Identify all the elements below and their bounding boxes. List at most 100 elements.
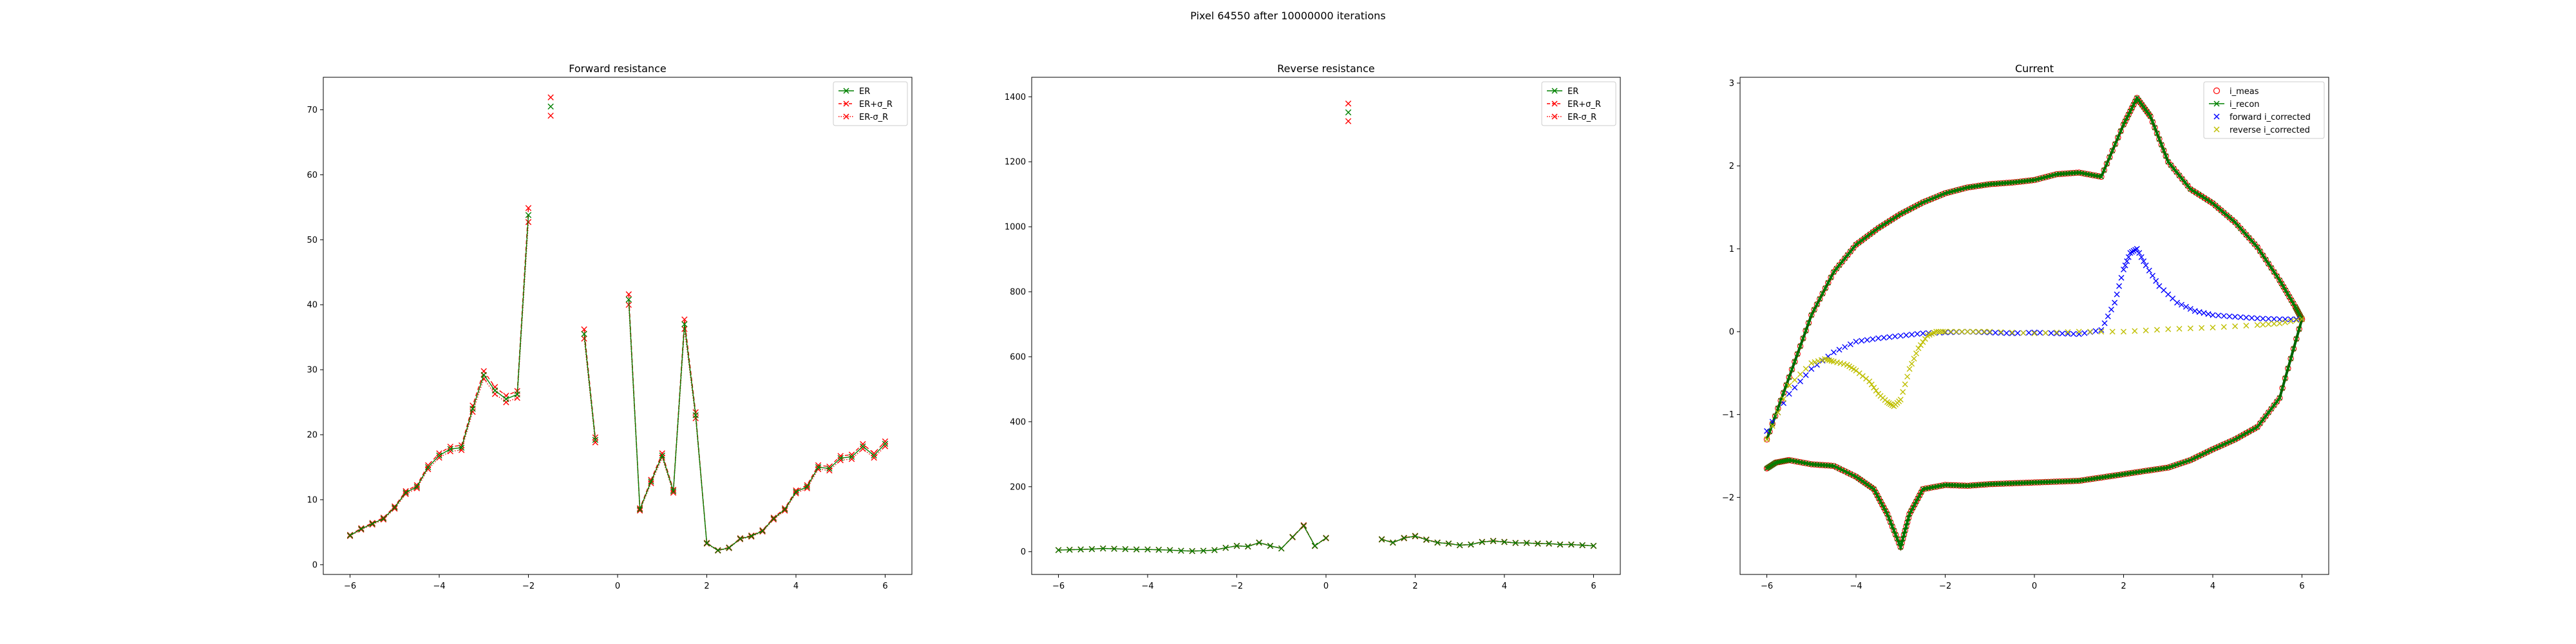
point-forward-i-corrected [2287,316,2294,323]
point-er [1423,536,1430,543]
point-i-recon [1808,312,1814,318]
point-er [1300,522,1307,529]
point-forward-i-corrected [2232,314,2239,320]
point-forward-i-corrected [2124,258,2130,265]
point-i-recon [1836,466,1842,471]
point-i-recon [2154,130,2160,137]
y-tick-label: 1200 [1005,158,1026,167]
point-forward-i-corrected [1886,334,1893,340]
point-forward-i-corrected [2114,291,2120,298]
point-i-recon [2243,430,2249,436]
legend-label-er: ER [1567,87,1578,97]
point-er [659,452,665,459]
y-tick-label: 10 [307,495,317,505]
point-i-recon [1774,459,1781,465]
point-reverse-i-corrected [2098,328,2105,335]
axis-ticks: −6 −4 −2 0 2 4 6 0 200 400 600 800 1000 1200 1400 [1005,93,1596,591]
legend-label-i-recon: i_recon [2230,100,2260,109]
point-i-recon [1928,196,1934,202]
y-tick-label: 200 [1010,482,1026,492]
point-i-recon [1893,532,1899,538]
point-forward-i-corrected [2266,316,2272,322]
point-er [793,489,799,495]
point-reverse-i-corrected [1938,328,1944,335]
point-i-recon [2127,108,2133,114]
point-i-meas [2260,252,2266,259]
point-i-recon [1870,229,1876,235]
point-i-recon [2104,161,2110,167]
point-forward-i-corrected [2141,258,2147,265]
point-i-recon [1886,218,1893,224]
point-forward-i-corrected [2165,291,2172,298]
series-line-er-minus-sigma [628,305,886,551]
point-i-recon [1803,328,1809,334]
point-forward-i-corrected [2179,301,2184,308]
point-i-recon [1812,307,1817,313]
point-i-recon [2246,429,2252,435]
point-forward-i-corrected [2112,299,2118,306]
point-reverse-i-corrected [2298,316,2305,323]
point-i-recon [1814,301,1820,307]
point-er [1222,544,1229,551]
point-er [826,465,833,472]
point-i-recon [1857,477,1864,483]
y-tick-label: 2 [1729,162,1734,171]
point-i-recon [1918,489,1924,495]
point-i-recon [1825,279,1831,286]
point-er [1479,538,1486,545]
point-reverse-i-corrected [1942,328,1949,335]
point-reverse-i-corrected [2076,328,2082,335]
point-reverse-i-corrected [1797,371,1803,377]
point-i-recon [2152,125,2158,131]
point-i-recon [1764,466,1770,471]
point-reverse-i-corrected [1935,328,1942,335]
point-er [1100,545,1106,552]
legend-label-er-plus-sigma: ER+σ_R [859,100,893,109]
y-tick-label: 0 [1729,328,1734,337]
point-i-recon [1873,227,1879,233]
point-i-recon [2292,304,2298,310]
point-forward-i-corrected [2070,331,2077,337]
point-reverse-i-corrected [2282,319,2288,326]
point-er-plus-sigma [547,94,554,100]
point-er [882,440,889,447]
point-i-recon [2196,453,2202,459]
point-er [514,391,520,398]
point-er [1077,546,1084,553]
point-i-recon [2196,191,2202,197]
point-i-recon [2263,256,2269,263]
reverse-resistance-legend: ER ER+σ_R ER-σ_R [1541,81,1616,126]
point-forward-i-corrected [2108,307,2114,313]
forward-resistance-title: Forward resistance [569,62,666,75]
point-er-minus-sigma [860,446,866,452]
point-er-minus-sigma [871,455,877,461]
point-reverse-i-corrected [1888,401,1894,408]
point-forward-i-corrected [1797,378,1803,384]
point-er [1111,545,1117,552]
point-er [692,412,699,419]
point-i-recon [1869,484,1875,491]
point-reverse-i-corrected [2065,329,2071,336]
point-reverse-i-corrected [2293,317,2300,323]
point-forward-i-corrected [2134,245,2140,252]
point-i-recon [2286,294,2293,300]
point-er [860,443,866,450]
point-i-recon [1900,209,1906,216]
point-i-recon [1937,193,1942,198]
point-i-recon [1915,495,1921,502]
point-i-recon [1902,527,1908,533]
forward-resistance-plot [346,94,889,554]
point-er [1200,547,1207,554]
point-i-recon [2204,449,2210,455]
point-i-recon [2298,315,2304,321]
point-forward-i-corrected [2210,312,2216,318]
point-er [380,515,387,522]
point-i-meas [2271,269,2277,276]
point-i-recon [1878,498,1884,504]
x-tick-label: −4 [1850,582,1862,591]
point-er [425,464,431,471]
point-reverse-i-corrected [2210,325,2216,331]
point-i-recon [1875,225,1881,231]
y-tick-label: 0 [1021,547,1026,557]
point-er-plus-sigma [848,451,855,458]
